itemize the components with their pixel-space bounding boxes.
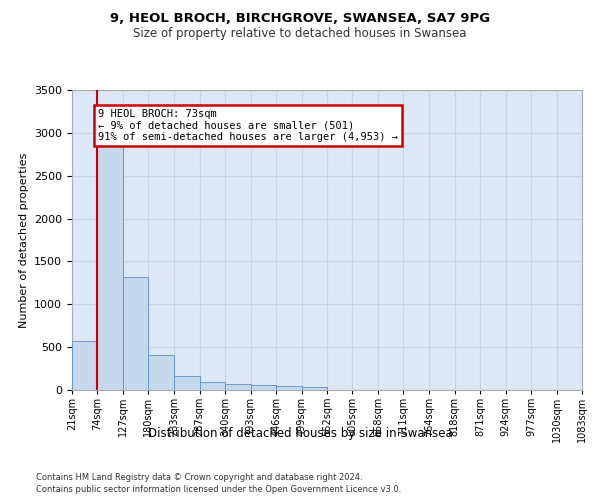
Bar (123, 277, 148, 390)
Text: 9 HEOL BROCH: 73sqm
← 9% of detached houses are smaller (501)
91% of semi-detach: 9 HEOL BROCH: 73sqm ← 9% of detached hou… (98, 109, 398, 142)
Text: Distribution of detached houses by size in Swansea: Distribution of detached houses by size … (148, 428, 452, 440)
Bar (72, 341, 97, 390)
Bar (97, 140, 123, 390)
Text: Contains public sector information licensed under the Open Government Licence v3: Contains public sector information licen… (36, 485, 401, 494)
Bar (302, 386, 327, 390)
Bar (174, 376, 200, 390)
Bar (276, 386, 302, 390)
Bar (200, 382, 225, 390)
Bar (148, 355, 174, 390)
Bar (225, 384, 251, 390)
Text: Size of property relative to detached houses in Swansea: Size of property relative to detached ho… (133, 28, 467, 40)
Text: Contains HM Land Registry data © Crown copyright and database right 2024.: Contains HM Land Registry data © Crown c… (36, 472, 362, 482)
Y-axis label: Number of detached properties: Number of detached properties (19, 152, 29, 328)
Bar (251, 386, 276, 390)
Text: 9, HEOL BROCH, BIRCHGROVE, SWANSEA, SA7 9PG: 9, HEOL BROCH, BIRCHGROVE, SWANSEA, SA7 … (110, 12, 490, 26)
